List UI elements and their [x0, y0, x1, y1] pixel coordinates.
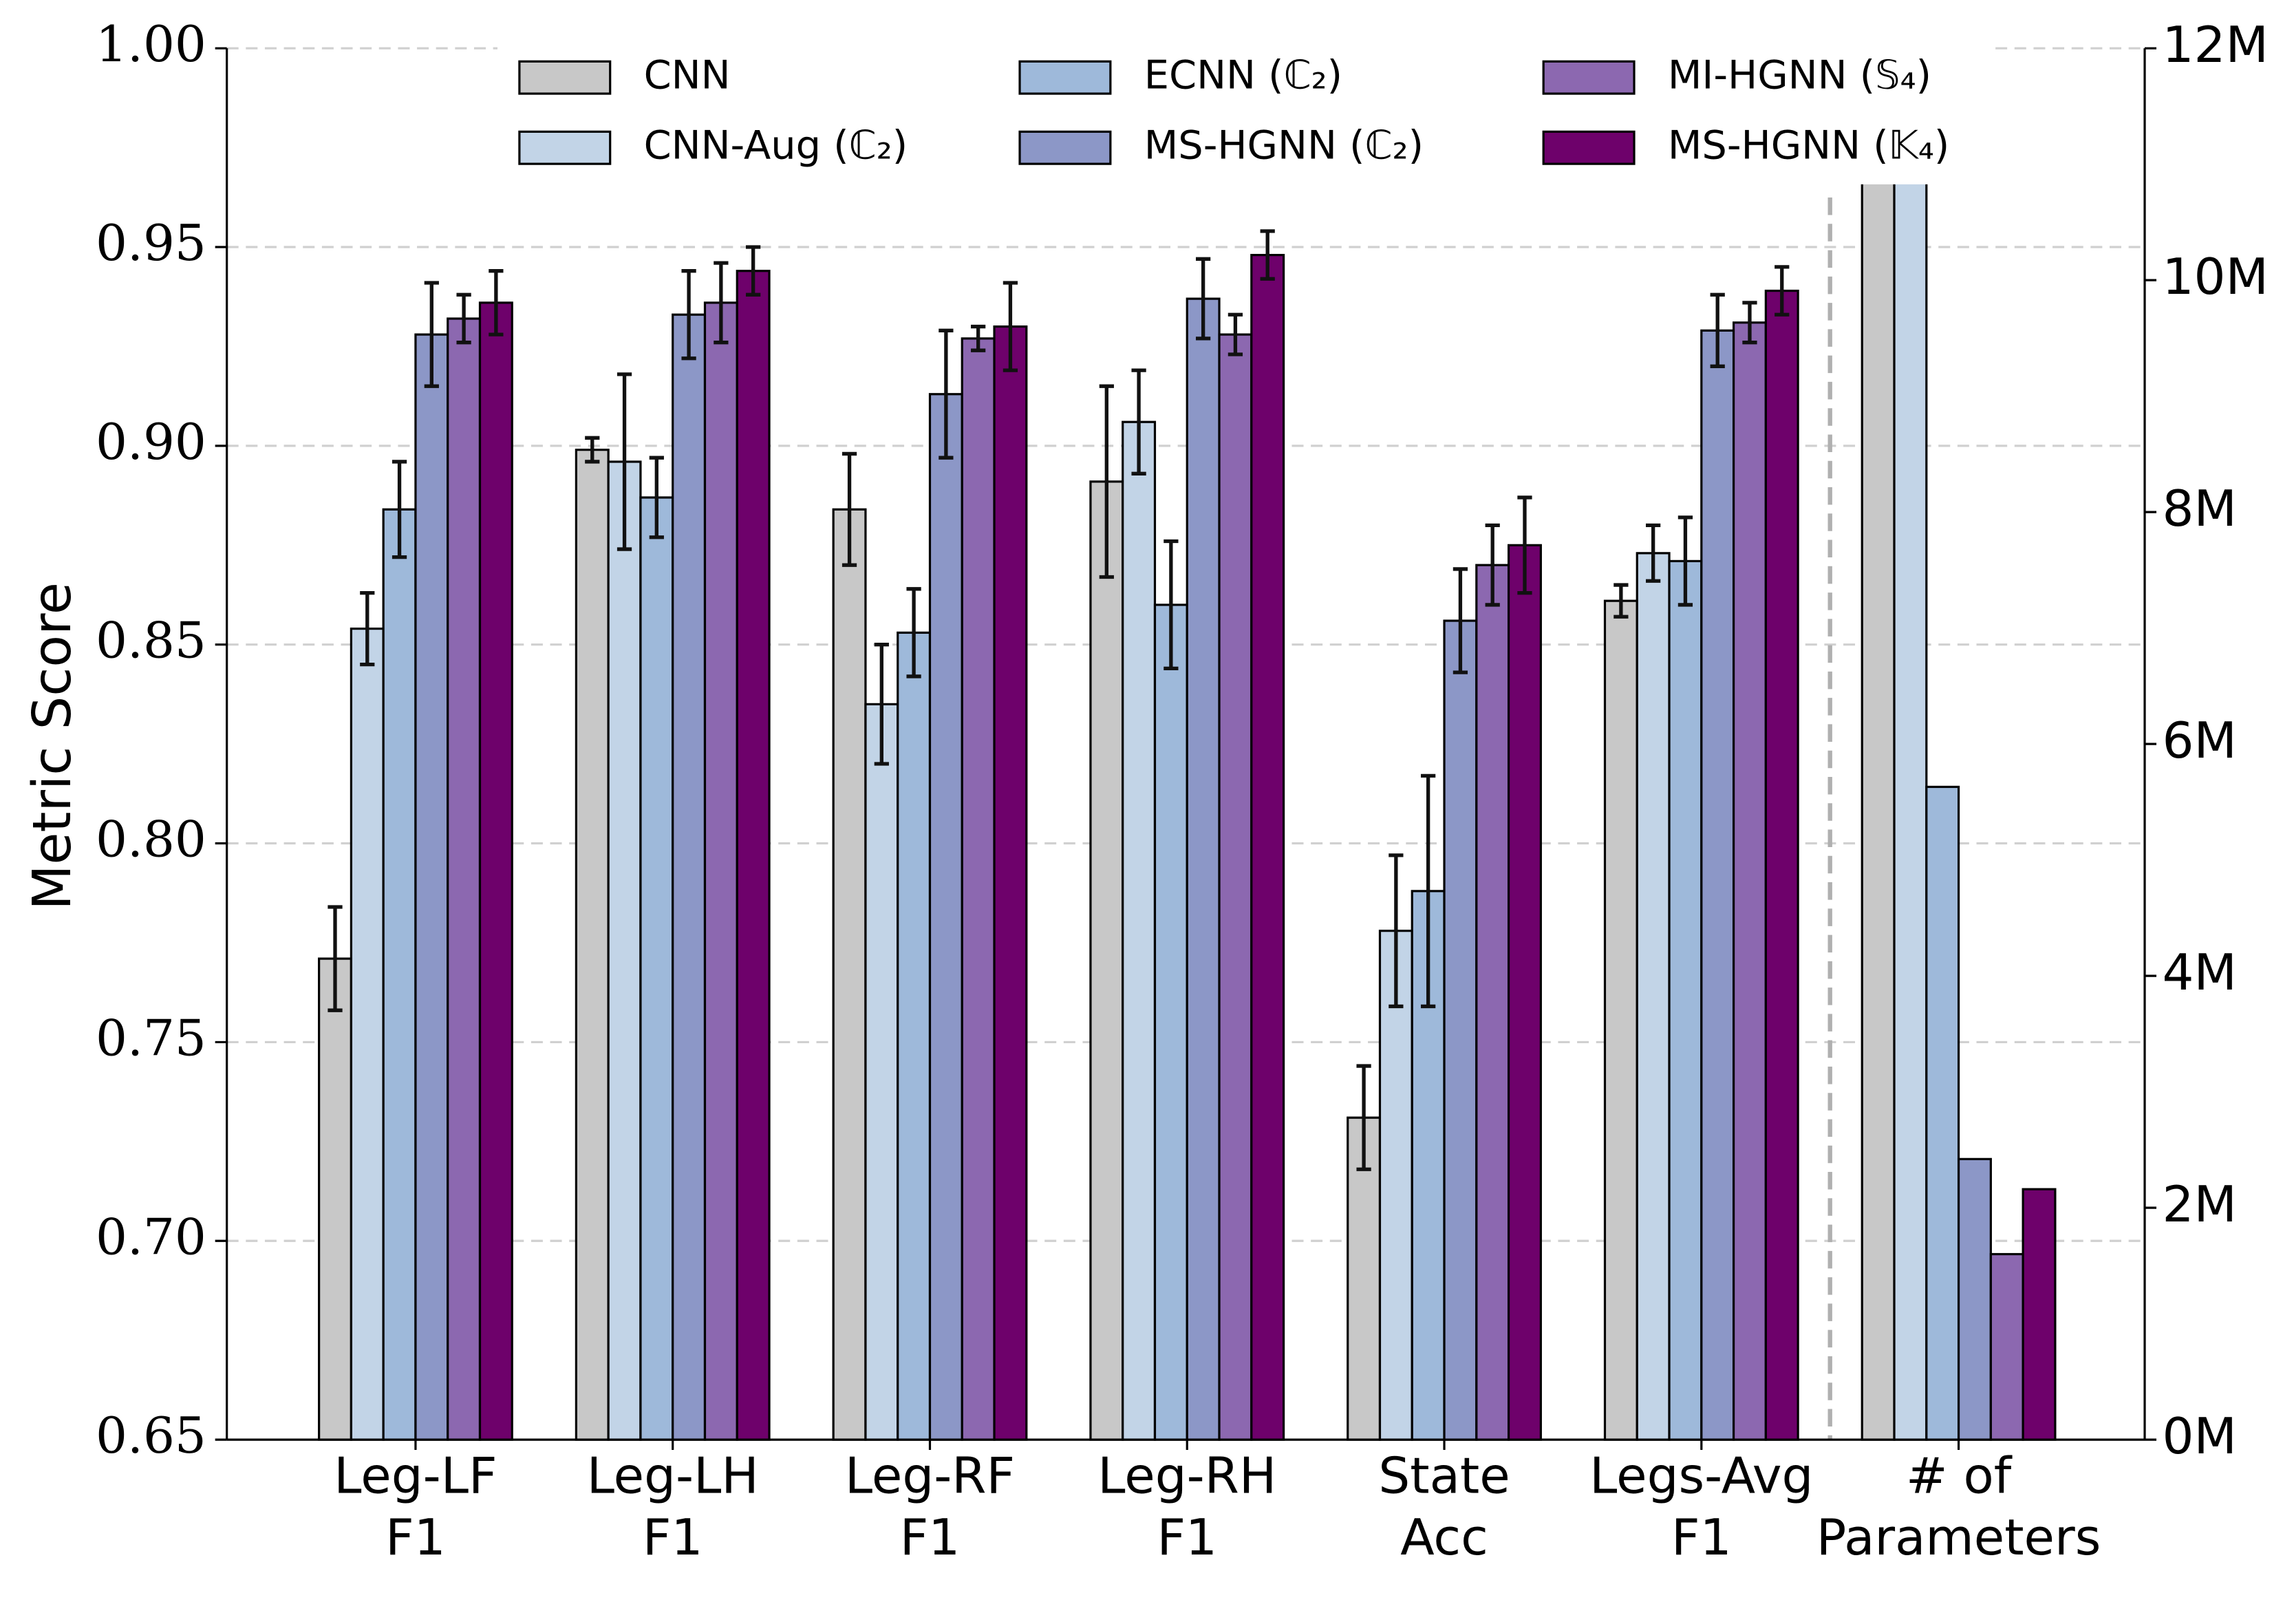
x-tick-label: Acc — [1400, 1509, 1488, 1567]
legend-swatch — [518, 60, 612, 95]
y2-tick-label: 4M — [2163, 944, 2237, 1002]
bar — [928, 393, 963, 1441]
x-tick-label: Legs-Avg — [1589, 1448, 1813, 1506]
bar — [1732, 321, 1767, 1441]
bar — [1218, 333, 1253, 1441]
param-bar — [2022, 1188, 2057, 1441]
bar — [1475, 564, 1510, 1441]
x-tick-label: Leg-RH — [1097, 1448, 1276, 1506]
y-tick-label: 0.65 — [96, 1407, 206, 1465]
bar — [478, 301, 513, 1441]
y-tick-label: 0.80 — [96, 811, 206, 869]
y-tick-label: 0.90 — [96, 414, 206, 471]
legend-swatch — [1542, 60, 1636, 95]
param-bar — [1989, 1252, 2024, 1441]
bar — [961, 337, 996, 1441]
bar — [1603, 599, 1638, 1441]
bar — [1153, 603, 1188, 1441]
x-tick-label: F1 — [1671, 1509, 1732, 1567]
bar — [897, 631, 932, 1441]
y-tick-label: 0.75 — [96, 1009, 206, 1067]
x-tick-label: F1 — [900, 1509, 961, 1567]
bar — [736, 270, 771, 1441]
bar — [703, 301, 738, 1441]
y-axis-label: Metric Score — [22, 582, 83, 910]
y2-tick-label: 12M — [2163, 17, 2269, 74]
legend-swatch — [1542, 130, 1636, 165]
legend-bg — [497, 43, 1990, 184]
x-tick-label: F1 — [643, 1509, 703, 1567]
bar — [447, 317, 482, 1441]
param-bar — [1957, 1157, 1992, 1441]
y2-tick-label: 0M — [2163, 1408, 2237, 1466]
x-tick-label: Leg-LF — [334, 1448, 497, 1506]
bar — [575, 449, 610, 1441]
bar — [993, 325, 1028, 1441]
y-tick-label: 1.00 — [96, 16, 206, 74]
bar — [1700, 329, 1735, 1441]
x-tick-label: # of — [1906, 1448, 2013, 1506]
bar — [832, 508, 867, 1441]
x-tick-label: F1 — [385, 1509, 446, 1567]
bar — [414, 333, 449, 1441]
x-tick-label: F1 — [1157, 1509, 1217, 1567]
legend-label: CNN-Aug (ℂ₂) — [644, 122, 908, 168]
bar — [1507, 544, 1542, 1441]
legend-label: MS-HGNN (𝕂₄) — [1668, 122, 1949, 168]
bar — [1089, 480, 1124, 1441]
bar — [1122, 420, 1157, 1441]
legend-label: CNN — [644, 52, 731, 98]
bar — [607, 460, 642, 1441]
bar — [1443, 619, 1478, 1441]
bar — [1636, 552, 1671, 1441]
x-tick-label: Leg-RF — [845, 1448, 1015, 1506]
bar — [1186, 297, 1221, 1441]
y-tick-label: 0.85 — [96, 612, 206, 670]
y-tick-label: 0.95 — [96, 215, 206, 273]
bar — [672, 313, 707, 1441]
bar — [350, 628, 385, 1441]
legend-swatch — [1018, 130, 1112, 165]
legend-label: MI-HGNN (𝕊₄) — [1668, 52, 1931, 98]
bar — [382, 508, 417, 1441]
x-tick-label: State — [1378, 1448, 1510, 1506]
bar — [1764, 289, 1799, 1441]
y2-tick-label: 8M — [2163, 480, 2237, 538]
param-bar — [1893, 179, 1928, 1441]
bar — [318, 957, 352, 1441]
y2-tick-label: 6M — [2163, 712, 2237, 770]
legend-label: ECNN (ℂ₂) — [1144, 52, 1342, 98]
param-bar — [1861, 179, 1896, 1441]
legend-label: MS-HGNN (ℂ₂) — [1144, 122, 1424, 168]
bar — [1668, 559, 1703, 1441]
param-bar — [1925, 785, 1960, 1441]
legend-swatch — [518, 130, 612, 165]
legend-swatch — [1018, 60, 1112, 95]
y-tick-label: 0.70 — [96, 1208, 206, 1266]
x-tick-label: Parameters — [1816, 1509, 2101, 1567]
y2-tick-label: 2M — [2163, 1176, 2237, 1234]
x-tick-label: Leg-LH — [587, 1448, 759, 1506]
bar — [1250, 253, 1285, 1441]
bar — [864, 703, 899, 1441]
bar — [639, 496, 674, 1441]
y2-tick-label: 10M — [2163, 248, 2269, 306]
